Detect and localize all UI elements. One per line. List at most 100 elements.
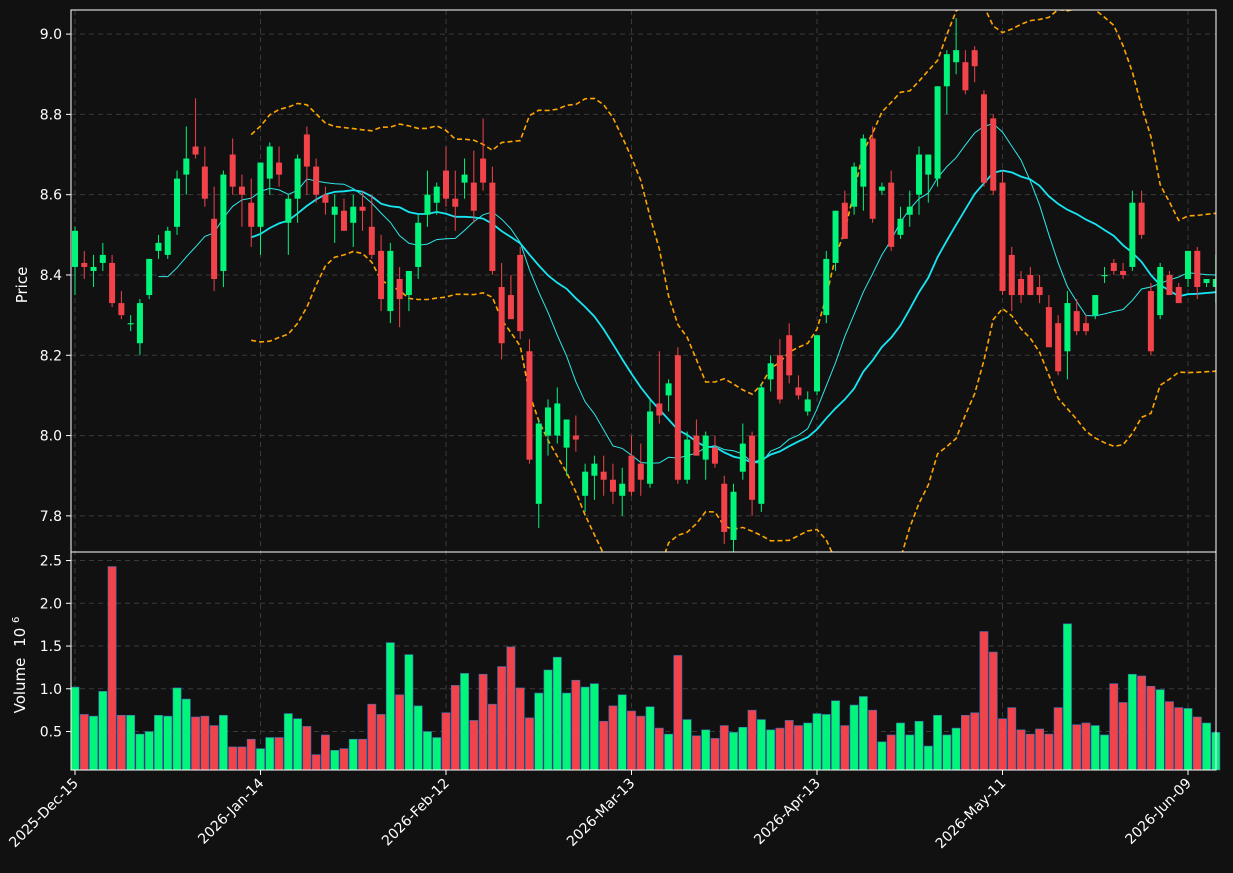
- candle-body: [1082, 323, 1089, 332]
- candle-body: [498, 287, 505, 344]
- price-tick-label: 8.2: [40, 348, 62, 364]
- candle: [934, 86, 941, 187]
- volume-bar: [404, 654, 414, 771]
- candle: [136, 299, 143, 356]
- candle-body: [804, 399, 811, 412]
- candle-body: [1185, 250, 1191, 279]
- candle-body: [971, 50, 978, 67]
- candle: [841, 190, 848, 239]
- candle: [461, 158, 468, 199]
- candle-body: [619, 483, 626, 496]
- volume-bar: [868, 709, 878, 771]
- x-grid: [74, 10, 1189, 770]
- candle: [303, 126, 310, 195]
- candle-body: [832, 210, 839, 263]
- volume-bar: [905, 734, 915, 771]
- candle: [1082, 315, 1089, 336]
- candle-body: [359, 206, 366, 211]
- candle-body: [526, 351, 533, 460]
- candle-body: [1203, 278, 1210, 284]
- price-y-ticks: 7.8 8.0 8.2 8.4 8.6 8.8 9.0: [40, 27, 71, 525]
- candle: [127, 315, 134, 332]
- candle-body: [841, 202, 848, 239]
- candle-body: [72, 230, 78, 267]
- candle: [600, 455, 607, 496]
- volume-bar: [163, 715, 173, 771]
- candle: [656, 351, 663, 424]
- candle-body: [962, 62, 969, 91]
- candle: [1175, 283, 1182, 304]
- volume-bar: [599, 720, 609, 771]
- candle: [1064, 291, 1071, 380]
- candle: [647, 399, 654, 488]
- volume-bar: [228, 746, 238, 771]
- candle: [257, 162, 264, 255]
- candle: [1018, 270, 1025, 304]
- volume-tick-label: 1.5: [40, 639, 62, 655]
- volume-bar: [116, 714, 126, 771]
- volume-bar: [942, 734, 952, 771]
- volume-bar: [283, 713, 293, 771]
- panel-frames: [70, 9, 1217, 771]
- candle: [943, 50, 950, 115]
- candle: [526, 339, 533, 464]
- volume-bar: [988, 651, 998, 771]
- candle: [925, 154, 932, 203]
- candle-body: [1194, 250, 1201, 288]
- volume-bar: [154, 714, 163, 771]
- volume-bar: [89, 715, 98, 771]
- candle-body: [1064, 303, 1071, 352]
- candle-body: [136, 303, 143, 344]
- volume-bar: [487, 703, 497, 771]
- candle: [1101, 266, 1108, 284]
- volume-bar: [450, 685, 460, 771]
- volume-bar: [1146, 685, 1156, 771]
- candle-body: [897, 218, 904, 235]
- volume-bar: [79, 714, 89, 771]
- candle: [693, 419, 700, 456]
- candle-body: [600, 471, 607, 480]
- candle-body: [860, 138, 867, 187]
- candle-body: [943, 54, 950, 87]
- candle: [146, 258, 153, 300]
- volume-bar: [794, 725, 803, 771]
- candle: [1185, 250, 1191, 288]
- volume-bar: [1007, 707, 1017, 771]
- candle: [888, 170, 895, 251]
- candle-body: [749, 435, 756, 500]
- ma-long-line: [250, 169, 1216, 464]
- candle-body: [990, 118, 997, 191]
- volume-bar: [756, 719, 766, 771]
- candle-body: [1092, 295, 1099, 316]
- candle-body: [1036, 287, 1043, 296]
- candle: [962, 50, 969, 95]
- candle: [1166, 270, 1173, 296]
- candle: [443, 146, 449, 207]
- volume-bar: [552, 656, 562, 771]
- volume-bar: [209, 725, 219, 771]
- candle-body: [1212, 278, 1216, 288]
- volume-bar: [506, 646, 516, 771]
- volume-bar: [812, 713, 822, 771]
- volume-bar: [1202, 722, 1211, 771]
- candle-body: [591, 463, 598, 476]
- candle: [1138, 190, 1145, 239]
- volume-bar: [311, 754, 321, 771]
- candle-body: [869, 138, 876, 219]
- candle: [906, 190, 913, 227]
- candle-body: [81, 262, 88, 267]
- candle: [201, 146, 208, 207]
- candle-body: [387, 250, 394, 312]
- candle-body: [127, 323, 134, 325]
- volume-bar: [608, 705, 618, 771]
- candle: [860, 134, 867, 211]
- candle: [229, 138, 236, 195]
- candle: [155, 234, 162, 259]
- volume-bar: [998, 718, 1007, 771]
- candle-body: [1101, 274, 1108, 277]
- candle: [99, 242, 106, 271]
- candle-body: [313, 166, 320, 195]
- volume-bar: [107, 566, 117, 771]
- candle: [331, 194, 338, 243]
- candle-body: [174, 178, 181, 227]
